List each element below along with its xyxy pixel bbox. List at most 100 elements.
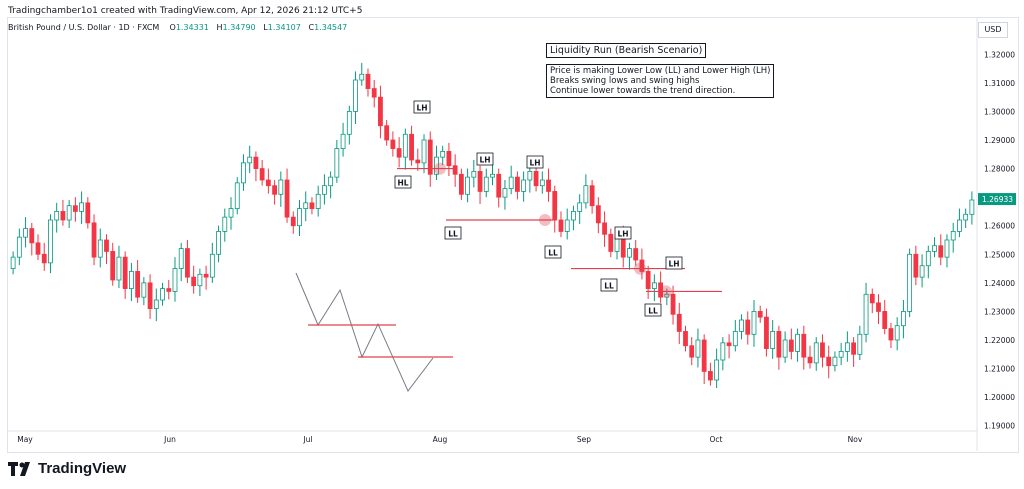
open-value: 1.34331 — [175, 23, 209, 32]
candle-body — [913, 253, 919, 278]
candle-body — [957, 219, 962, 232]
annotation-line: Continue lower towards the trend directi… — [550, 86, 736, 96]
x-tick-label: Jul — [302, 435, 312, 444]
candle-body — [371, 88, 377, 98]
candle-body — [458, 173, 464, 195]
liquidity-sweep-marker — [660, 285, 672, 298]
swing-label-box — [644, 303, 662, 317]
open-label: O — [169, 23, 176, 32]
candle-body — [589, 185, 595, 207]
candle-body — [539, 179, 545, 187]
swing-label-box — [544, 245, 562, 259]
candle-body — [272, 185, 277, 195]
candle-body — [110, 251, 116, 281]
candle-body — [788, 339, 794, 352]
candle-body — [714, 359, 720, 381]
candle-body — [751, 311, 757, 335]
candle-body — [726, 342, 732, 347]
candle-body — [365, 73, 371, 89]
candle-body — [290, 216, 296, 227]
candle-body — [465, 176, 470, 195]
candle-body — [209, 253, 215, 278]
candle-body — [378, 96, 383, 127]
candle-body — [359, 73, 365, 81]
candle-body — [446, 151, 452, 167]
swing-label: LL — [604, 282, 614, 291]
candle-body — [185, 248, 190, 278]
candle-body — [303, 202, 309, 209]
swing-label-box — [665, 256, 683, 270]
candle-body — [583, 185, 589, 204]
candle-body — [863, 293, 869, 335]
candle-body — [278, 179, 284, 195]
swing-label-box — [413, 100, 431, 114]
candle-body — [35, 242, 41, 255]
candle-body — [222, 216, 228, 232]
candle-body — [757, 311, 763, 318]
candle-body — [533, 171, 539, 187]
x-tick-label: Aug — [433, 435, 448, 444]
schematic-zigzag — [295, 272, 434, 392]
candle-body — [838, 351, 844, 358]
candle-body — [776, 331, 782, 358]
candle-body — [770, 331, 776, 349]
currency-button[interactable]: USD — [978, 22, 1008, 38]
last-price-label: 1.26933 — [982, 195, 1013, 204]
candle-body — [483, 176, 489, 192]
swing-label-box — [526, 155, 544, 169]
candle-body — [396, 148, 402, 158]
candle-body — [85, 202, 91, 224]
candle-body — [390, 139, 396, 149]
candle-body — [216, 231, 221, 255]
candle-body — [851, 342, 856, 355]
symbol-legend[interactable]: British Pound / U.S. Dollar · 1D · FXCM … — [8, 23, 347, 32]
candle-body — [490, 173, 495, 178]
candle-body — [683, 331, 688, 347]
swing-label: LL — [548, 249, 558, 258]
candle-body — [353, 79, 358, 112]
swing-label-box — [600, 278, 618, 292]
candle-body — [284, 179, 290, 218]
candle-body — [104, 239, 109, 252]
close-label: C — [308, 23, 315, 32]
candle-body — [577, 202, 583, 212]
candle-body — [782, 339, 788, 358]
candle-body — [315, 193, 321, 209]
candle-body — [832, 356, 838, 367]
high-value: 1.34790 — [222, 23, 256, 32]
chart-area-border — [7, 17, 1019, 453]
swing-label: LL — [648, 307, 658, 316]
candle-body — [882, 311, 888, 329]
swing-label-box — [476, 152, 494, 166]
candle-body — [129, 271, 134, 289]
candle-body — [689, 345, 695, 358]
candle-body — [701, 339, 707, 372]
candle-body — [402, 133, 408, 158]
candle-body — [944, 239, 950, 258]
candle-body — [166, 288, 172, 292]
candle-body — [116, 256, 122, 281]
candle-body — [894, 325, 900, 341]
candle-body — [141, 282, 147, 298]
candle-body — [440, 151, 446, 158]
low-label: L — [263, 23, 268, 32]
candle-body — [826, 356, 832, 367]
candle-body — [415, 159, 421, 164]
y-tick-label: 1.19000 — [984, 422, 1015, 431]
candle-body — [29, 228, 35, 244]
y-tick-label: 1.25000 — [984, 250, 1015, 259]
tradingview-logo[interactable]: TradingView — [8, 460, 126, 477]
candle-body — [732, 331, 738, 347]
y-tick-label: 1.21000 — [984, 365, 1015, 374]
y-tick-label: 1.31000 — [984, 79, 1015, 88]
swing-label: LL — [448, 230, 458, 239]
candle-body — [160, 288, 165, 301]
candle-body — [801, 333, 807, 358]
candle-body — [79, 202, 84, 212]
candle-body — [564, 219, 570, 232]
candle-body — [670, 293, 676, 315]
candle-body — [764, 316, 769, 349]
candle-body — [695, 339, 701, 358]
